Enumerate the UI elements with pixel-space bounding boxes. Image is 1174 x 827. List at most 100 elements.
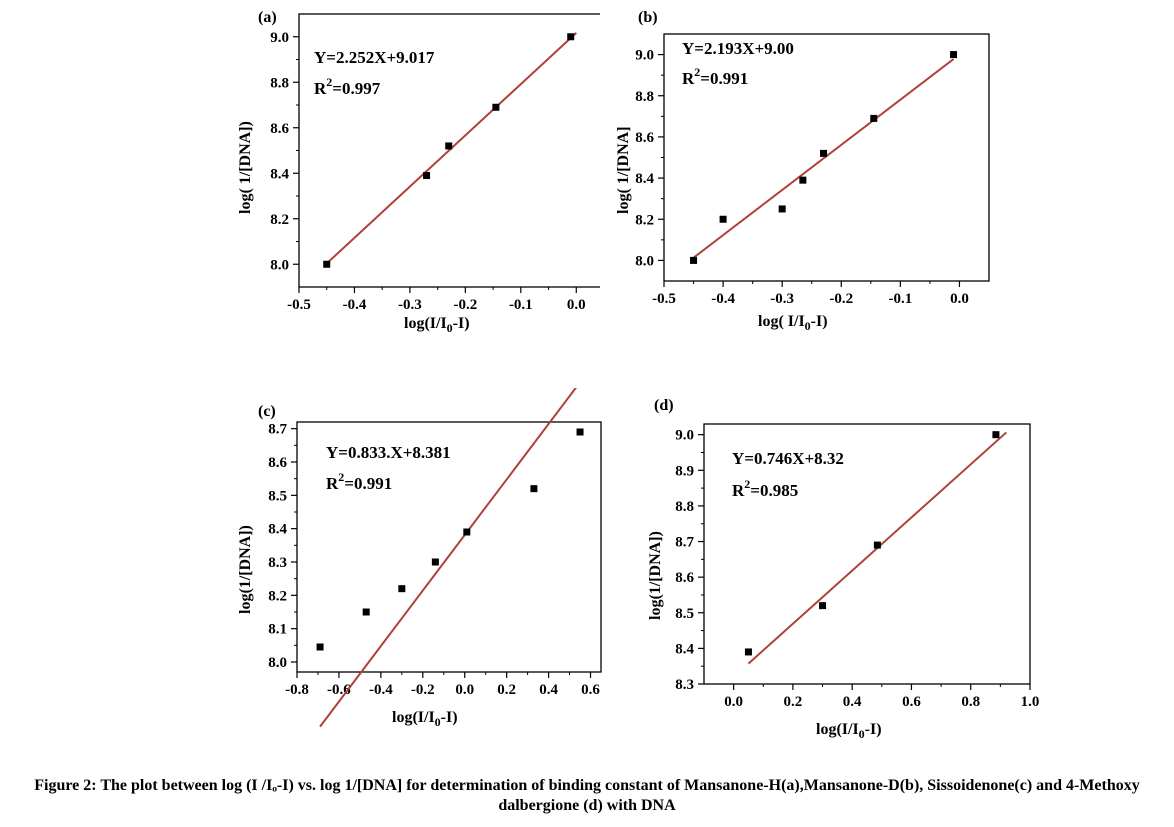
data-point (423, 172, 431, 180)
x-tick-label: -0.4 (369, 682, 393, 698)
y-tick-label: 8.0 (635, 253, 654, 269)
y-tick-label: 8.6 (635, 130, 654, 146)
y-axis-label: log(1/[DNA]) (647, 531, 664, 620)
r-squared: R2=0.991 (682, 65, 748, 88)
x-tick-label: 0.4 (843, 694, 862, 710)
figure-caption: Figure 2: The plot between log (I /Iₒ-I)… (34, 777, 1140, 814)
data-point (567, 33, 575, 41)
fit-line (692, 58, 955, 259)
panel-label: (d) (654, 397, 674, 414)
data-point (463, 528, 471, 536)
y-tick-label: 8.7 (268, 422, 287, 438)
y-tick-label: 8.8 (675, 499, 694, 515)
y-tick-label: 8.2 (270, 212, 289, 228)
y-tick-label: 8.7 (675, 535, 694, 551)
y-tick-label: 8.3 (268, 555, 287, 571)
fit-equation: Y=2.252X+9.017 (314, 48, 435, 67)
chart-panel-b: (b) -0.5 -0.4 -0.3 -0.2 -0.1 0.0 8.0 8.2 8.4 8.6 8… (615, 9, 990, 333)
data-point (576, 428, 584, 436)
y-tick-label: 8.6 (675, 570, 694, 586)
y-tick-label: 8.6 (268, 455, 287, 471)
y-tick-label: 8.9 (675, 463, 694, 479)
data-point (870, 114, 878, 122)
x-axis-label: log( I/I0-I) (758, 313, 828, 333)
r-squared: R2=0.985 (732, 477, 798, 500)
x-tick-label: -0.3 (770, 291, 794, 307)
panel-label: (c) (258, 403, 276, 420)
data-point (323, 260, 331, 268)
y-tick-label: 9.0 (675, 428, 694, 444)
y-tick-label: 8.6 (270, 121, 289, 137)
data-point (819, 602, 827, 610)
plot-area: 0.0 0.2 0.4 0.6 0.8 1.0 8.3 8.4 8.5 8.6 8.7 8.8 8.9 9… (675, 423, 1039, 710)
fit-line (319, 388, 577, 728)
x-tick-label: -0.5 (652, 291, 676, 307)
fit-equation: Y=2.193X+9.00 (682, 39, 794, 58)
x-tick-label: 0.0 (724, 694, 743, 710)
y-tick-label: 8.5 (268, 488, 287, 504)
y-tick-label: 8.8 (270, 75, 289, 91)
data-point (431, 558, 439, 566)
y-tick-label: 8.1 (268, 622, 287, 638)
y-tick-label: 8.0 (270, 257, 289, 273)
x-tick-label: -0.4 (711, 291, 735, 307)
x-tick-label: -0.8 (285, 682, 309, 698)
y-tick-label: 8.5 (675, 606, 694, 622)
r-squared: R2=0.997 (314, 75, 381, 98)
plot-area: -0.8 -0.6 -0.4 -0.2 0.0 0.2 0.4 0.68.08.18.28.3… (268, 388, 602, 728)
y-tick-label: 8.2 (635, 212, 654, 228)
x-axis-label: log(I/I0-I) (816, 721, 882, 741)
r-squared: R2=0.991 (326, 470, 392, 493)
x-tick-label: 0.2 (497, 682, 516, 698)
y-tick-label: 9.0 (635, 48, 654, 64)
x-tick-label: -0.2 (411, 682, 435, 698)
data-point (530, 485, 538, 493)
chart-panel-a: (a) -0.5 -0.4 -0.3 -0.2 -0.1 0.0 8.0 8.2 8.4 8.6 8… (237, 9, 600, 335)
x-tick-label: 0.0 (950, 291, 969, 307)
data-point (778, 205, 786, 213)
data-point (690, 256, 698, 264)
x-tick-label: 0.4 (539, 682, 558, 698)
x-tick-label: -0.3 (398, 297, 422, 313)
data-point (992, 431, 1000, 439)
x-tick-label: -0.5 (287, 297, 311, 313)
x-tick-label: -0.4 (343, 297, 367, 313)
data-point (799, 176, 807, 184)
data-point (398, 585, 406, 593)
plot-area: -0.5 -0.4 -0.3 -0.2 -0.1 0.0 8.0 8.2 8.4 8.6 8.8 9.… (270, 13, 600, 313)
panel-label: (b) (638, 9, 658, 26)
data-point (445, 142, 453, 150)
x-tick-label: -0.2 (453, 297, 477, 313)
data-point (950, 51, 958, 59)
data-point (719, 215, 727, 223)
x-tick-label: 0.6 (902, 694, 921, 710)
y-tick-label: 8.4 (635, 171, 654, 187)
plot-area: -0.5 -0.4 -0.3 -0.2 -0.1 0.0 8.0 8.2 8.4 8.6 8.8 9.… (635, 33, 990, 307)
x-tick-label: 0.6 (581, 682, 600, 698)
data-point (362, 608, 370, 616)
data-point (492, 103, 500, 111)
data-point (873, 541, 881, 549)
y-tick-label: 8.8 (635, 89, 654, 105)
y-tick-label: 8.3 (675, 677, 694, 693)
x-tick-label: 0.0 (567, 297, 586, 313)
data-point (744, 648, 752, 656)
plot-frame (296, 421, 602, 673)
x-tick-label: -0.1 (888, 291, 912, 307)
y-tick-label: 8.4 (270, 166, 289, 182)
x-tick-label: -0.2 (829, 291, 853, 307)
x-tick-label: 0.8 (961, 694, 980, 710)
plot-frame (703, 423, 1031, 685)
y-tick-label: 8.0 (268, 655, 287, 671)
chart-panel-d: (d) 0.0 0.2 0.4 0.6 0.8 1.0 8.3 8.4 8.5 8.6 8.7 8.8… (647, 397, 1039, 741)
y-axis-label: log(1/[DNA]) (237, 525, 254, 614)
panel-label: (a) (258, 9, 277, 26)
y-tick-label: 8.4 (268, 522, 287, 538)
fit-equation: Y=0.746X+8.32 (732, 449, 844, 468)
chart-panel-c: (c) -0.8 -0.6 -0.4 -0.2 0.0 0.2 0.4 0.68.08.18.… (237, 388, 602, 729)
x-tick-label: 0.2 (784, 694, 803, 710)
data-point (316, 643, 324, 651)
data-point (820, 149, 828, 157)
y-axis-label: log( 1/[DNA] (615, 126, 632, 214)
fit-equation: Y=0.833.X+8.381 (326, 443, 451, 462)
